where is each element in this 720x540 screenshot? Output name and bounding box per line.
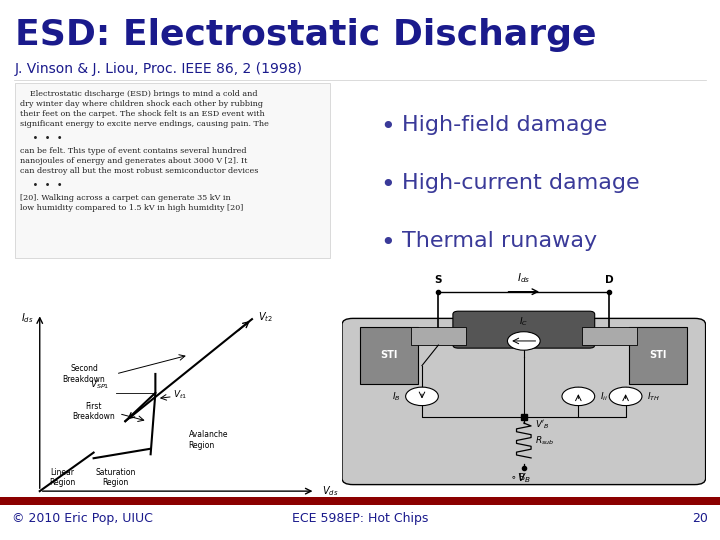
- Text: © 2010 Eric Pop, UIUC: © 2010 Eric Pop, UIUC: [12, 512, 153, 525]
- Text: •  •  •: • • •: [20, 133, 63, 143]
- Text: $\circ$ B: $\circ$ B: [510, 471, 526, 482]
- Text: $V_{SP1}$: $V_{SP1}$: [90, 379, 109, 391]
- Text: $I_{ds}$: $I_{ds}$: [517, 271, 531, 285]
- Circle shape: [609, 387, 642, 406]
- Text: S: S: [435, 274, 442, 285]
- Text: STI: STI: [649, 350, 667, 360]
- Text: their feet on the carpet. The shock felt is an ESD event with: their feet on the carpet. The shock felt…: [20, 110, 265, 118]
- Text: $V_{t2}$: $V_{t2}$: [258, 310, 273, 324]
- Text: Linear
Region: Linear Region: [49, 468, 75, 487]
- Text: dry winter day where children shock each other by rubbing: dry winter day where children shock each…: [20, 100, 263, 108]
- Text: Avalanche
Region: Avalanche Region: [189, 430, 228, 450]
- Text: D: D: [605, 274, 613, 285]
- Text: low humidity compared to 1.5 kV in high humidity [20]: low humidity compared to 1.5 kV in high …: [20, 204, 243, 212]
- Text: $I_B$: $I_B$: [392, 390, 400, 403]
- Text: •: •: [380, 173, 395, 197]
- Text: ECE 598EP: Hot Chips: ECE 598EP: Hot Chips: [292, 512, 428, 525]
- Bar: [629, 327, 688, 384]
- Text: $I_{ds}$: $I_{ds}$: [21, 312, 33, 326]
- Text: STI: STI: [381, 350, 398, 360]
- Text: High-field damage: High-field damage: [402, 115, 607, 135]
- Text: nanojoules of energy and generates about 3000 V [2]. It: nanojoules of energy and generates about…: [20, 157, 248, 165]
- Text: Thermal runaway: Thermal runaway: [402, 231, 597, 251]
- Bar: [582, 327, 636, 345]
- Text: •: •: [380, 231, 395, 255]
- Text: First
Breakdown: First Breakdown: [72, 402, 115, 421]
- Text: ESD: Electrostatic Discharge: ESD: Electrostatic Discharge: [15, 18, 596, 52]
- Text: $V'_B$: $V'_B$: [535, 419, 549, 431]
- Text: $I_C$: $I_C$: [519, 315, 528, 328]
- Text: High-current damage: High-current damage: [402, 173, 639, 193]
- Text: $I_{TH}$: $I_{TH}$: [647, 390, 660, 403]
- Text: significant energy to excite nerve endings, causing pain. The: significant energy to excite nerve endin…: [20, 120, 269, 128]
- Bar: [360, 327, 418, 384]
- Text: Saturation
Region: Saturation Region: [96, 468, 136, 487]
- Circle shape: [508, 332, 540, 350]
- Text: can be felt. This type of event contains several hundred: can be felt. This type of event contains…: [20, 147, 246, 155]
- Text: 20: 20: [692, 512, 708, 525]
- FancyBboxPatch shape: [342, 319, 706, 484]
- Text: Electrostatic discharge (ESD) brings to mind a cold and: Electrostatic discharge (ESD) brings to …: [20, 90, 258, 98]
- Text: $V_B$: $V_B$: [517, 471, 531, 484]
- Text: •  •  •: • • •: [20, 180, 63, 190]
- Text: •: •: [380, 115, 395, 139]
- Bar: [0, 497, 720, 505]
- Text: $I_{ii}$: $I_{ii}$: [600, 390, 608, 403]
- Circle shape: [405, 387, 438, 406]
- Text: $V_{ds}$: $V_{ds}$: [322, 484, 338, 498]
- Bar: [15, 83, 330, 258]
- Text: J. Vinson & J. Liou, Proc. IEEE 86, 2 (1998): J. Vinson & J. Liou, Proc. IEEE 86, 2 (1…: [15, 62, 303, 76]
- Bar: [411, 327, 466, 345]
- Text: [20]. Walking across a carpet can generate 35 kV in: [20]. Walking across a carpet can genera…: [20, 194, 230, 202]
- Text: Second
Breakdown: Second Breakdown: [63, 364, 105, 383]
- FancyBboxPatch shape: [453, 311, 595, 348]
- Text: can destroy all but the most robust semiconductor devices: can destroy all but the most robust semi…: [20, 167, 258, 175]
- Text: $R_{sub}$: $R_{sub}$: [535, 434, 554, 447]
- Text: $V_{t1}$: $V_{t1}$: [173, 388, 187, 401]
- Circle shape: [562, 387, 595, 406]
